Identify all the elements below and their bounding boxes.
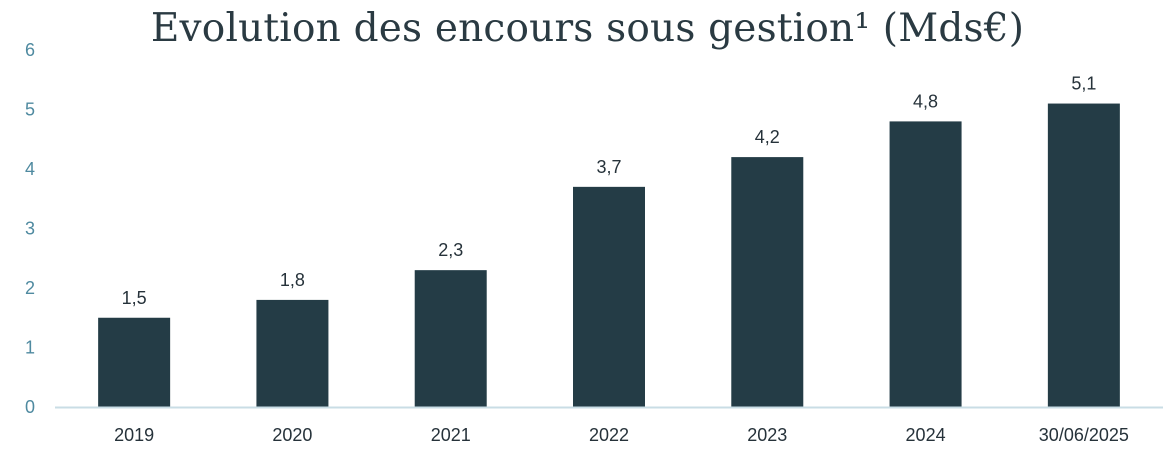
x-tick-label: 2019 (114, 425, 154, 445)
x-tick-label: 30/06/2025 (1039, 425, 1129, 445)
x-tick-label: 2022 (589, 425, 629, 445)
bar-2021 (414, 270, 487, 407)
y-tick-label: 2 (25, 278, 35, 298)
data-label: 1,5 (122, 288, 147, 308)
data-label: 3,7 (596, 157, 621, 177)
x-tick-label: 2020 (272, 425, 312, 445)
y-tick-label: 4 (25, 159, 35, 179)
y-tick-label: 6 (25, 40, 35, 60)
y-tick-label: 1 (25, 338, 35, 358)
chart-title: Evolution des encours sous gestion¹ (Mds… (150, 6, 1025, 51)
bar-2023 (731, 157, 804, 407)
bar-2019 (98, 317, 171, 407)
bar-2020 (256, 299, 329, 407)
y-tick-label: 0 (25, 397, 35, 417)
x-tick-label: 2021 (431, 425, 471, 445)
data-label: 2,3 (438, 240, 463, 260)
bar-2024 (889, 121, 962, 408)
bar-30-06-2025 (1047, 103, 1120, 408)
x-tick-label: 2024 (906, 425, 946, 445)
data-label: 5,1 (1071, 74, 1096, 94)
bar-2022 (573, 186, 645, 407)
y-tick-label: 3 (25, 219, 35, 239)
data-label: 4,2 (755, 127, 780, 147)
data-label: 1,8 (280, 270, 305, 290)
x-tick-label: 2023 (747, 425, 787, 445)
y-tick-label: 5 (25, 100, 35, 120)
data-label: 4,8 (913, 91, 938, 111)
